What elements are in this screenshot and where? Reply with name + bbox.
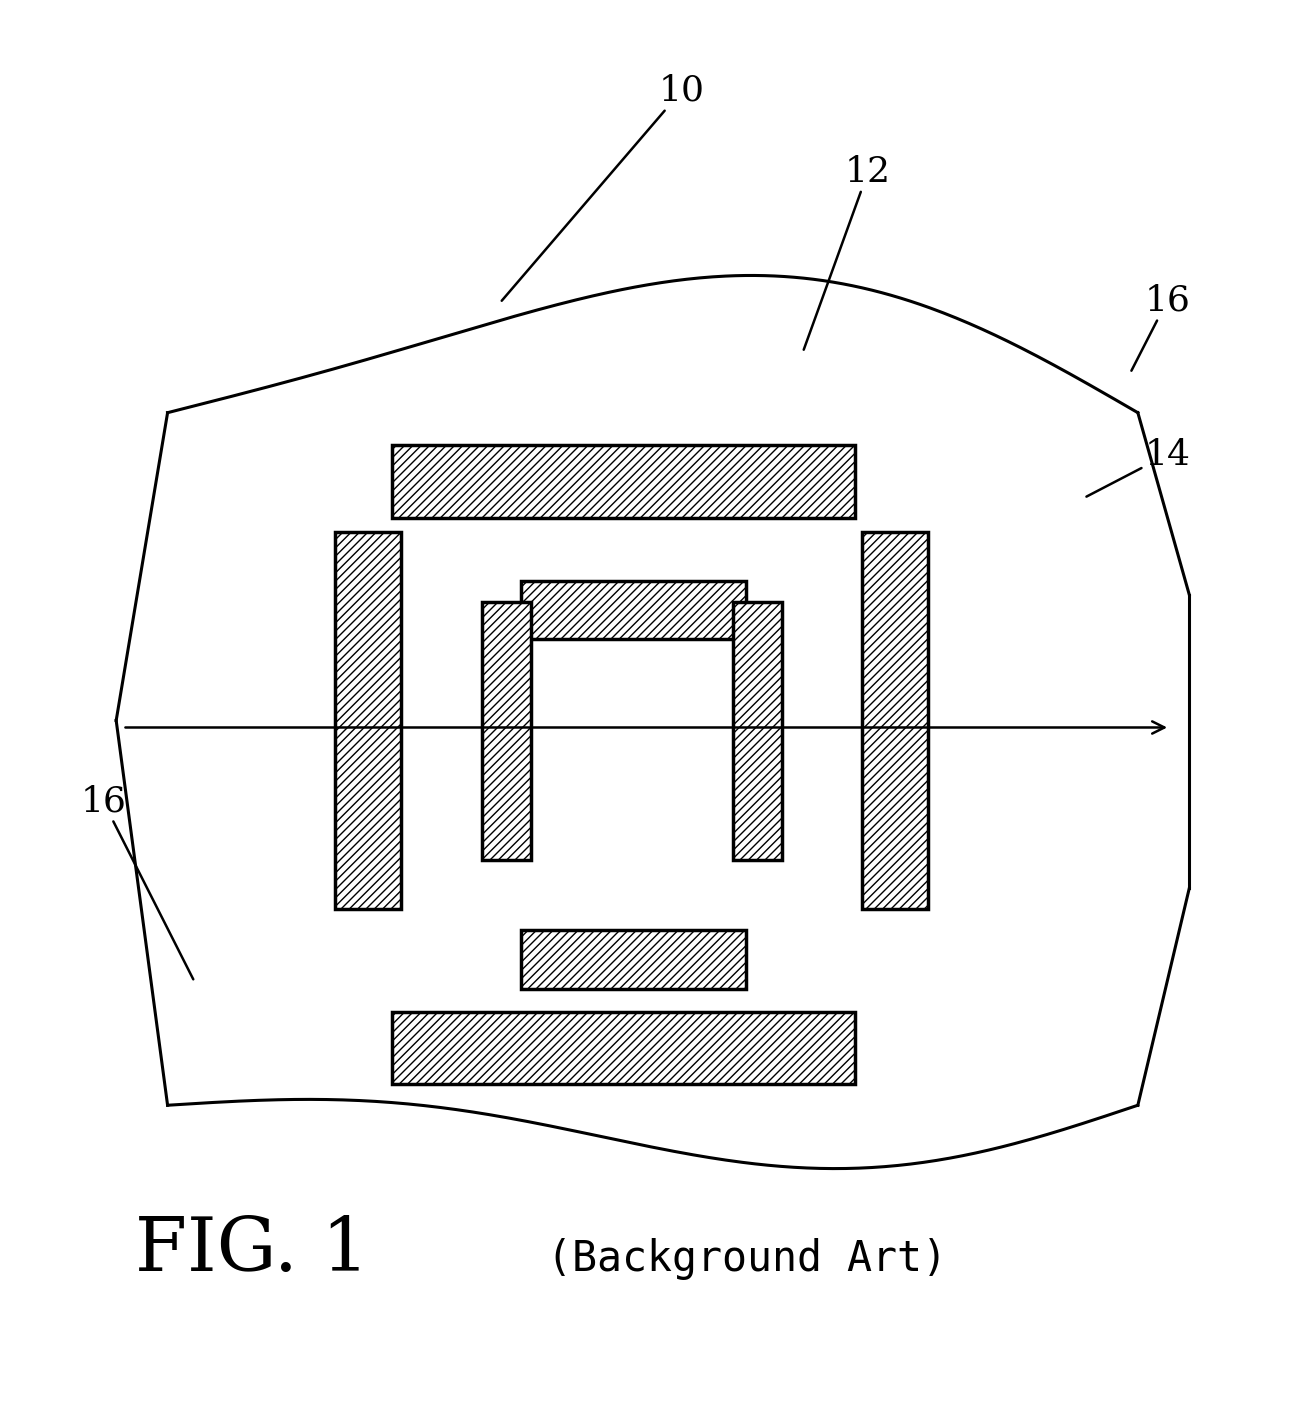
Bar bbox=[392, 1012, 855, 1084]
Bar bbox=[392, 445, 855, 517]
Text: (Background Art): (Background Art) bbox=[547, 1238, 947, 1280]
Text: FIG. 1: FIG. 1 bbox=[135, 1214, 370, 1287]
Text: 14: 14 bbox=[1086, 438, 1190, 496]
Bar bbox=[521, 930, 746, 989]
Bar bbox=[482, 602, 531, 861]
Bar bbox=[733, 602, 782, 861]
Text: 16: 16 bbox=[81, 784, 194, 979]
Bar bbox=[861, 531, 929, 910]
Bar bbox=[335, 531, 401, 910]
Text: 16: 16 bbox=[1131, 284, 1190, 370]
Text: 12: 12 bbox=[804, 155, 891, 350]
Bar bbox=[521, 581, 746, 639]
Text: 10: 10 bbox=[501, 73, 704, 301]
